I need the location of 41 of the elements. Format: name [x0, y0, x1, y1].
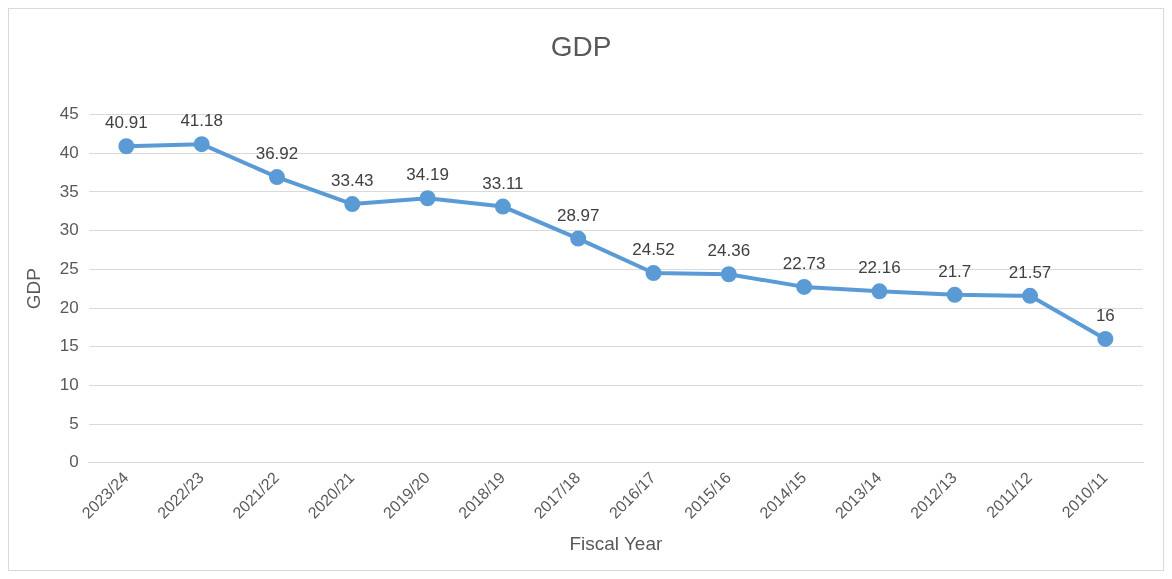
- y-tick-label: 20: [59, 297, 79, 317]
- point: [796, 278, 813, 295]
- y-tick-label: 45: [59, 104, 79, 124]
- chart-title: GDP: [550, 30, 612, 62]
- data-label: 16: [1095, 306, 1115, 326]
- data-label: 22.73: [782, 254, 826, 274]
- point: [720, 266, 737, 283]
- point: [193, 136, 210, 153]
- data-label: 21.57: [1008, 263, 1052, 283]
- point: [419, 190, 436, 207]
- point: [871, 283, 888, 300]
- data-label: 28.97: [556, 205, 600, 225]
- data-label: 22.16: [858, 258, 901, 278]
- x-axis-title: Fiscal Year: [569, 532, 663, 554]
- point: [118, 138, 135, 155]
- point: [645, 265, 662, 282]
- y-tick-label: 35: [59, 181, 79, 201]
- data-label: 33.43: [331, 171, 374, 191]
- point: [268, 169, 285, 186]
- data-label: 41.18: [180, 111, 223, 131]
- data-label: 21.7: [938, 262, 972, 282]
- y-tick-label: 10: [59, 375, 79, 395]
- y-tick-label: 5: [69, 413, 79, 433]
- y-tick-label: 40: [59, 142, 79, 162]
- y-tick-label: 30: [59, 220, 79, 240]
- data-label: 40.91: [105, 113, 148, 133]
- point: [1022, 287, 1039, 304]
- data-label: 24.36: [707, 241, 751, 261]
- point: [570, 230, 587, 247]
- data-label: 24.52: [632, 240, 675, 260]
- y-axis-title: GDP: [22, 268, 44, 310]
- data-label: 33.11: [482, 173, 524, 193]
- point: [494, 198, 511, 215]
- data-label: 36.92: [255, 144, 299, 164]
- point: [946, 286, 963, 303]
- y-tick-label: 0: [69, 452, 79, 472]
- point: [344, 196, 361, 213]
- data-label: 34.19: [406, 165, 449, 185]
- y-tick-label: 25: [59, 259, 79, 279]
- y-tick-label: 15: [59, 336, 79, 356]
- point: [1097, 330, 1114, 347]
